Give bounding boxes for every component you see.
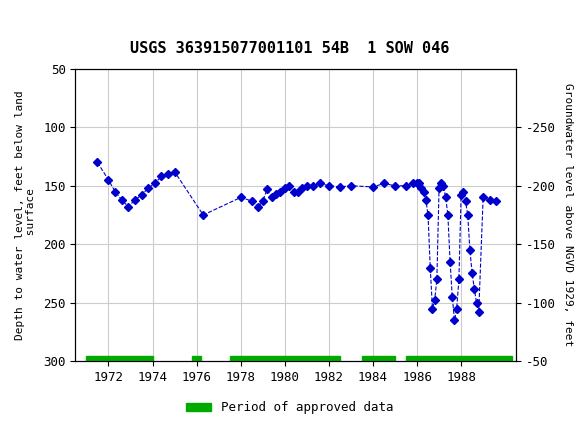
Text: USGS 363915077001101 54B  1 SOW 046: USGS 363915077001101 54B 1 SOW 046 xyxy=(130,41,450,56)
Bar xyxy=(230,356,340,362)
Bar xyxy=(86,356,153,362)
Y-axis label: Groundwater level above NGVD 1929, feet: Groundwater level above NGVD 1929, feet xyxy=(563,83,573,347)
Y-axis label: Depth to water level, feet below land
 surface: Depth to water level, feet below land su… xyxy=(14,90,36,340)
Text: ≡USGS: ≡USGS xyxy=(12,16,78,36)
Bar xyxy=(192,356,201,362)
Bar xyxy=(362,356,395,362)
Bar xyxy=(406,356,512,362)
Legend: Period of approved data: Period of approved data xyxy=(181,396,399,419)
